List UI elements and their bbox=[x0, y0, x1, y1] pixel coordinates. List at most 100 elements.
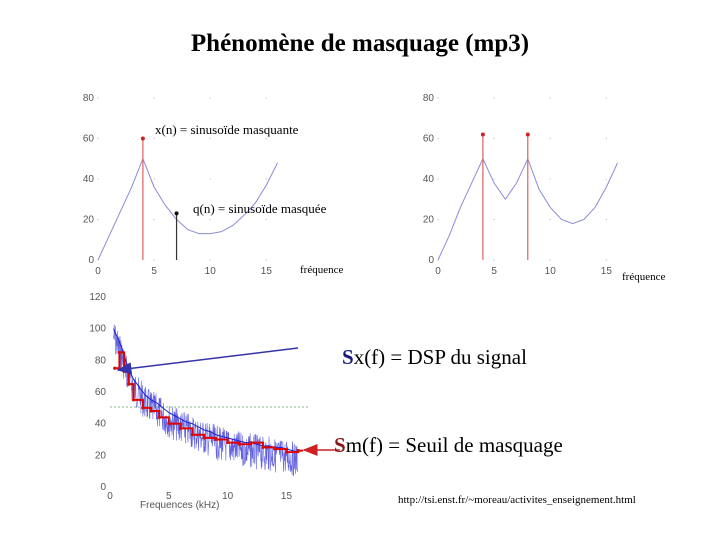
grid-dot bbox=[605, 97, 607, 99]
y-tick-label: 60 bbox=[83, 134, 95, 145]
grid-dot bbox=[265, 97, 267, 99]
x-tick-label: 0 bbox=[95, 266, 101, 277]
grid-dot bbox=[265, 178, 267, 180]
grid-dot bbox=[493, 137, 495, 140]
x-tick-label: 10 bbox=[222, 491, 234, 502]
threshold-point bbox=[178, 426, 183, 431]
grid-dot bbox=[549, 137, 551, 140]
x-tick-label: 5 bbox=[151, 266, 157, 277]
grid-dot bbox=[265, 218, 267, 221]
grid-dot bbox=[437, 97, 439, 99]
threshold-point bbox=[214, 437, 218, 442]
dsp-label-text: x(f) = DSP du signal bbox=[354, 345, 527, 369]
dsp-label: Sx(f) = DSP du signal bbox=[342, 345, 527, 369]
y-tick-label: 40 bbox=[83, 174, 95, 185]
grid-dot bbox=[493, 259, 495, 261]
threshold-point bbox=[261, 445, 265, 450]
y-tick-label: 80 bbox=[423, 93, 435, 104]
y-tick-label: 20 bbox=[95, 450, 107, 461]
y-tick-label: 120 bbox=[89, 292, 106, 303]
dsp-label-prefix: S bbox=[342, 345, 354, 369]
threshold-point bbox=[249, 441, 253, 445]
threshold-point bbox=[167, 422, 171, 426]
threshold-point bbox=[122, 369, 126, 374]
grid-dot bbox=[97, 178, 99, 180]
grid-dot bbox=[605, 137, 607, 140]
grid-dot bbox=[97, 218, 99, 221]
grid-dot bbox=[209, 218, 211, 221]
x-tick-label: 15 bbox=[261, 266, 273, 277]
grid-dot bbox=[493, 97, 495, 99]
grid-dot bbox=[97, 97, 99, 99]
threshold-point bbox=[131, 398, 136, 402]
threshold-label-text: m(f) = Seuil de masquage bbox=[346, 433, 563, 457]
dsp-curve bbox=[113, 328, 299, 453]
masked-stem-marker bbox=[174, 211, 179, 216]
threshold-point bbox=[127, 382, 131, 386]
x-tick-label: 5 bbox=[166, 491, 172, 502]
masking-sinusoid-label: x(n) = sinusoïde masquante bbox=[155, 122, 299, 137]
x-tick-label: 10 bbox=[545, 266, 557, 277]
grid-dot bbox=[209, 97, 211, 99]
grid-dot bbox=[153, 97, 155, 99]
grid-dot bbox=[209, 178, 211, 180]
grid-dot bbox=[605, 259, 607, 261]
masking-stem-marker bbox=[140, 136, 145, 141]
grid-dot bbox=[265, 259, 267, 261]
masking-threshold-curve bbox=[97, 157, 279, 261]
y-tick-label: 20 bbox=[423, 215, 435, 226]
y-tick-label: 20 bbox=[83, 215, 95, 226]
grid-dot bbox=[97, 137, 99, 140]
x-tick-label: 15 bbox=[281, 491, 293, 502]
threshold-point bbox=[273, 447, 277, 451]
x-tick-label: 15 bbox=[601, 266, 613, 277]
grid-dot bbox=[209, 259, 211, 261]
grid-dot bbox=[493, 218, 495, 221]
y-tick-label: 80 bbox=[95, 355, 107, 366]
grid-dot bbox=[493, 178, 495, 180]
threshold-point bbox=[117, 350, 122, 355]
y-tick-label: 40 bbox=[95, 419, 107, 430]
y-tick-label: 60 bbox=[423, 134, 435, 145]
y-tick-label: 40 bbox=[423, 174, 435, 185]
threshold-point bbox=[149, 409, 153, 413]
grid-dot bbox=[437, 218, 439, 221]
threshold-point bbox=[284, 450, 289, 454]
grid-dot bbox=[437, 178, 439, 180]
grid-dot bbox=[209, 137, 211, 140]
y-tick-label: 80 bbox=[83, 93, 95, 104]
x-tick-label: 0 bbox=[107, 491, 113, 502]
y-tick-label: 60 bbox=[95, 387, 107, 398]
frequency-label-left: fréquence bbox=[300, 264, 343, 276]
x-tick-label: 5 bbox=[491, 266, 497, 277]
grid-dot bbox=[549, 178, 551, 180]
plot-area bbox=[110, 300, 310, 490]
grid-dot bbox=[437, 137, 439, 140]
grid-dot bbox=[605, 218, 607, 221]
threshold-point bbox=[226, 441, 230, 445]
masking-stem-marker bbox=[525, 132, 530, 137]
y-tick-label: 0 bbox=[100, 482, 106, 493]
masking-threshold-step bbox=[114, 351, 303, 454]
x-tick-label: 0 bbox=[435, 266, 441, 277]
grid-dot bbox=[549, 97, 551, 99]
threshold-point bbox=[296, 448, 300, 453]
dsp-arrow bbox=[116, 347, 299, 375]
grid-dot bbox=[549, 259, 551, 261]
page-title: Phénomène de masquage (mp3) bbox=[190, 30, 530, 57]
x-axis-label-bottom: Frequences (kHz) bbox=[140, 500, 219, 511]
double-masker-chart: 0 5 10 15 0 20 40 60 80 bbox=[423, 93, 619, 277]
grid-dot bbox=[153, 137, 155, 140]
threshold-label: Sm(f) = Seuil de masquage bbox=[334, 433, 563, 457]
threshold-label-prefix: S bbox=[334, 433, 346, 457]
masking-stem-marker bbox=[480, 132, 485, 137]
source-url: http://tsi.enst.fr/~moreau/activites_ens… bbox=[398, 494, 636, 506]
spectrum-chart: 0 5 10 15 0 20 40 60 80 100 120 bbox=[89, 292, 310, 502]
grid-dot bbox=[265, 137, 267, 140]
y-tick-label: 0 bbox=[428, 255, 434, 266]
single-masker-chart: 0 5 10 15 0 20 40 60 80 bbox=[83, 93, 279, 277]
masked-sinusoid-label: q(n) = sinusoïde masquée bbox=[193, 201, 327, 216]
threshold-point bbox=[237, 442, 242, 446]
y-tick-label: 100 bbox=[89, 324, 106, 335]
